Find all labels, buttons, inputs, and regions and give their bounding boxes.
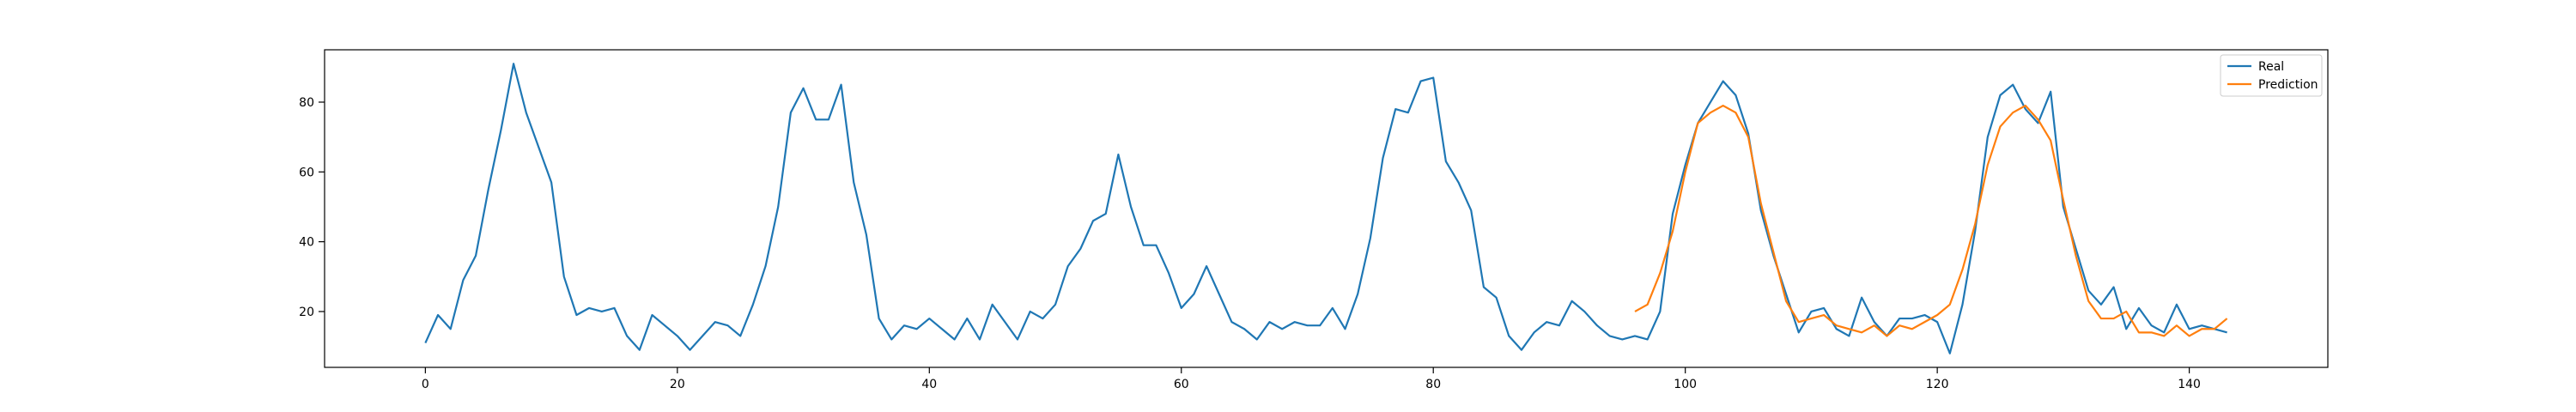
axes-frame [324, 49, 2329, 368]
legend: Real Prediction [2220, 54, 2323, 97]
x-tick-label: 80 [1425, 378, 1441, 391]
plot-area [324, 49, 2329, 368]
y-tick-label: 20 [299, 306, 314, 319]
x-tick-label: 140 [2178, 378, 2201, 391]
series-line-real [424, 63, 2227, 354]
legend-label-real: Real [2258, 60, 2284, 74]
x-axis: 0 20 40 60 80 100 120 140 [422, 367, 2201, 391]
legend-label-prediction: Prediction [2258, 78, 2318, 92]
x-tick-label: 40 [921, 378, 937, 391]
x-tick-label: 20 [670, 378, 685, 391]
series-line-prediction [1634, 104, 2228, 337]
x-tick-label: 60 [1174, 378, 1189, 391]
y-tick-label: 40 [299, 236, 314, 250]
y-tick-label: 60 [299, 166, 314, 179]
x-tick-label: 100 [1674, 378, 1697, 391]
y-axis: 20 40 60 80 [299, 96, 325, 319]
x-tick-label: 120 [1926, 378, 1949, 391]
series-layer [424, 63, 2228, 354]
y-tick-label: 80 [299, 96, 314, 110]
x-tick-label: 0 [422, 378, 429, 391]
